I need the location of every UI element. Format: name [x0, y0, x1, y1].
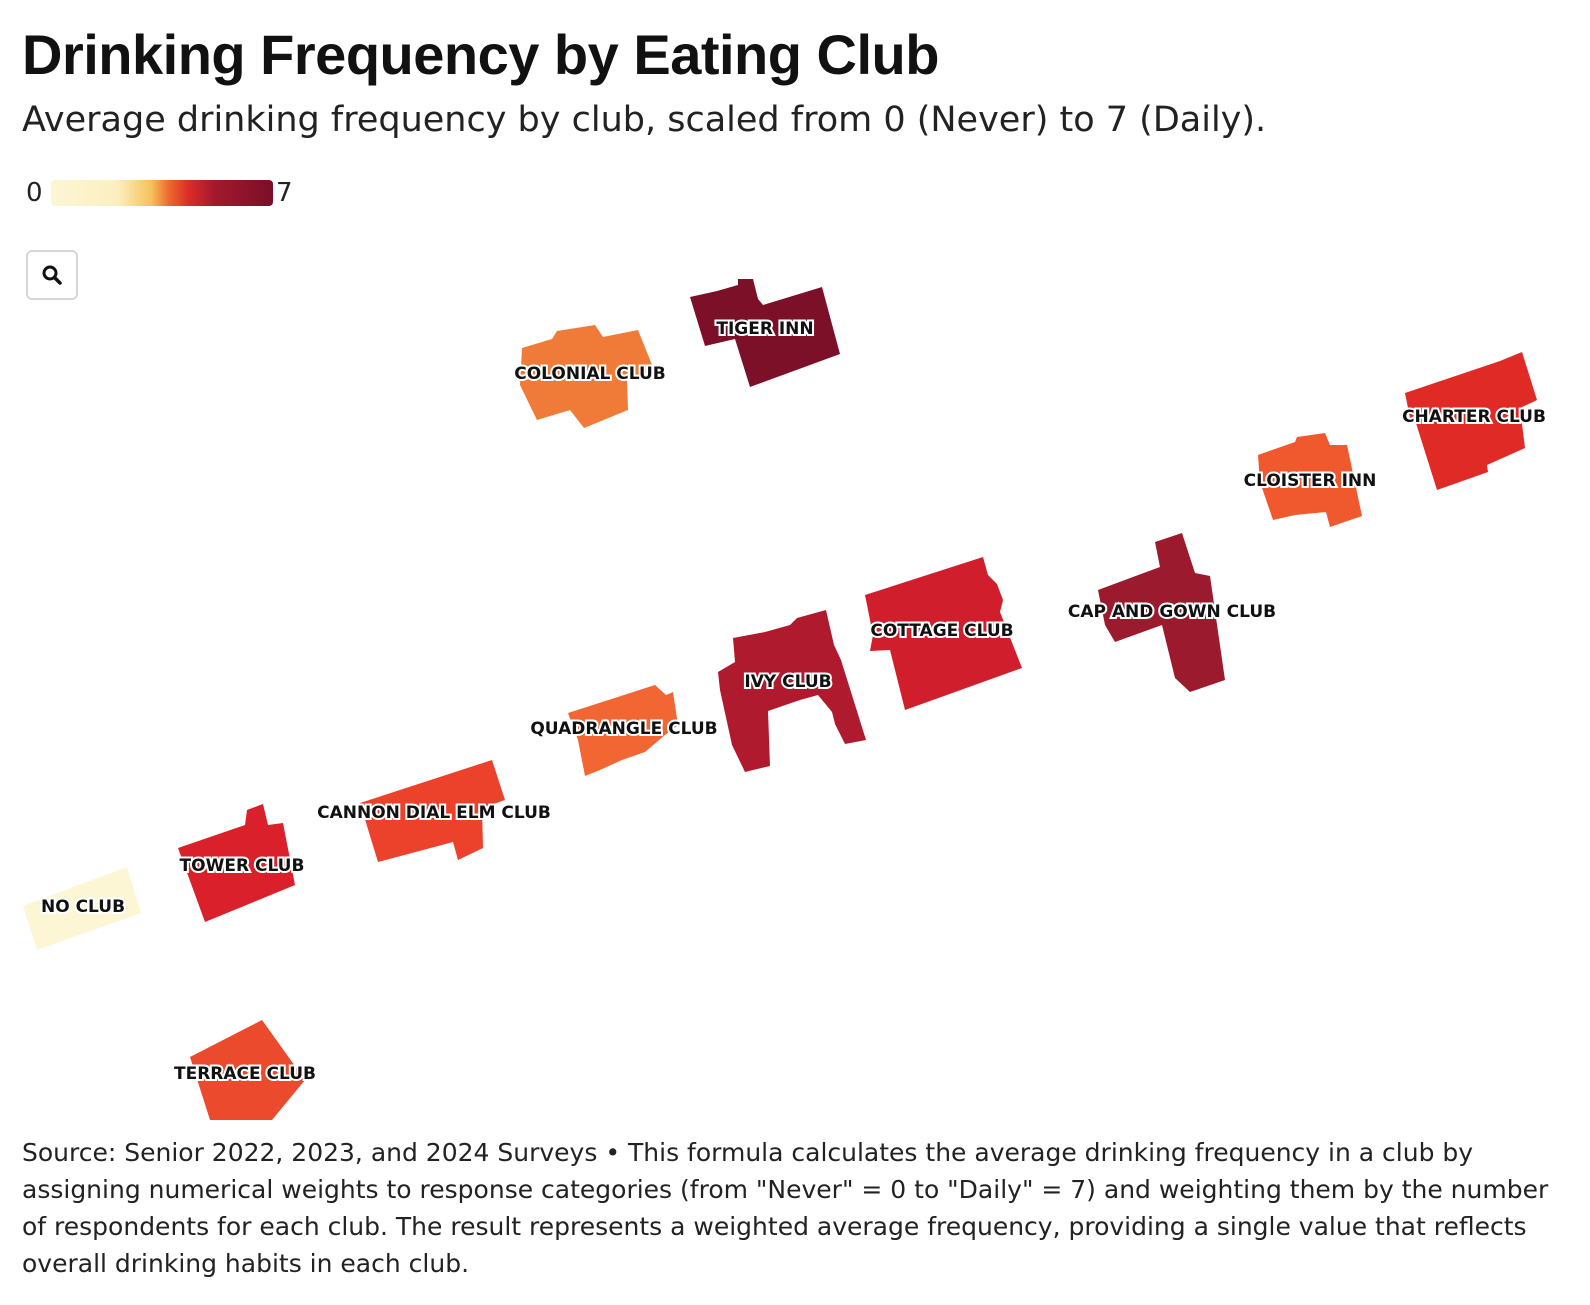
club-terrace-club[interactable]: TERRACE CLUB: [172, 1020, 318, 1120]
ivy-club-building[interactable]: [718, 610, 866, 772]
terrace-club-building[interactable]: [190, 1020, 305, 1120]
club-tower-club[interactable]: TOWER CLUB: [178, 804, 306, 922]
page-subtitle: Average drinking frequency by club, scal…: [22, 100, 1267, 140]
cloister-inn-building[interactable]: [1258, 433, 1362, 527]
cloister-inn-label: CLOISTER INN: [1244, 471, 1377, 491]
legend-max-label: 7: [276, 178, 293, 208]
club-tiger-inn[interactable]: TIGER INN: [690, 279, 840, 387]
tower-club-building[interactable]: [178, 804, 295, 922]
club-no-club[interactable]: NO CLUB: [23, 867, 141, 950]
cannon-dial-elm-club-label: CANNON DIAL ELM CLUB: [317, 803, 551, 823]
quadrangle-club-building[interactable]: [568, 685, 678, 776]
club-cottage-club[interactable]: COTTAGE CLUB: [865, 557, 1022, 710]
club-map: TIGER INN COLONIAL CLUB CHARTER CLUB CLO…: [23, 279, 1548, 1120]
cottage-club-building[interactable]: [865, 557, 1022, 710]
search-icon: [42, 265, 62, 285]
club-colonial-club[interactable]: COLONIAL CLUB: [512, 325, 668, 428]
no-club-label: NO CLUB: [41, 897, 125, 917]
ivy-club-label: IVY CLUB: [744, 672, 831, 692]
colonial-club-building[interactable]: [520, 325, 654, 428]
charter-club-label: CHARTER CLUB: [1402, 407, 1546, 427]
colonial-club-label: COLONIAL CLUB: [514, 364, 666, 384]
cottage-club-label: COTTAGE CLUB: [870, 621, 1013, 641]
search-button[interactable]: [26, 250, 78, 300]
legend-gradient-bar: [51, 180, 273, 206]
club-ivy-club[interactable]: IVY CLUB: [718, 610, 866, 772]
tiger-inn-building[interactable]: [690, 279, 840, 387]
page-title: Drinking Frequency by Eating Club: [22, 23, 939, 86]
tower-club-label: TOWER CLUB: [180, 856, 305, 876]
club-cloister-inn[interactable]: CLOISTER INN: [1242, 433, 1378, 527]
club-cap-and-gown-club[interactable]: CAP AND GOWN CLUB: [1066, 533, 1278, 692]
club-quadrangle-club[interactable]: QUADRANGLE CLUB: [528, 685, 720, 776]
terrace-club-label: TERRACE CLUB: [174, 1064, 316, 1084]
cap-and-gown-club-label: CAP AND GOWN CLUB: [1068, 602, 1276, 622]
quadrangle-club-label: QUADRANGLE CLUB: [530, 719, 717, 739]
cannon-dial-elm-club-building[interactable]: [360, 760, 505, 862]
tiger-inn-label: TIGER INN: [716, 319, 813, 339]
cap-and-gown-club-building[interactable]: [1098, 533, 1225, 692]
charter-club-building[interactable]: [1405, 352, 1537, 490]
no-club-building[interactable]: [23, 867, 141, 950]
source-footnote: Source: Senior 2022, 2023, and 2024 Surv…: [22, 1138, 1549, 1278]
club-charter-club[interactable]: CHARTER CLUB: [1400, 352, 1548, 490]
legend-min-label: 0: [26, 178, 43, 208]
club-cannon-dial-elm-club[interactable]: CANNON DIAL ELM CLUB: [315, 760, 553, 862]
